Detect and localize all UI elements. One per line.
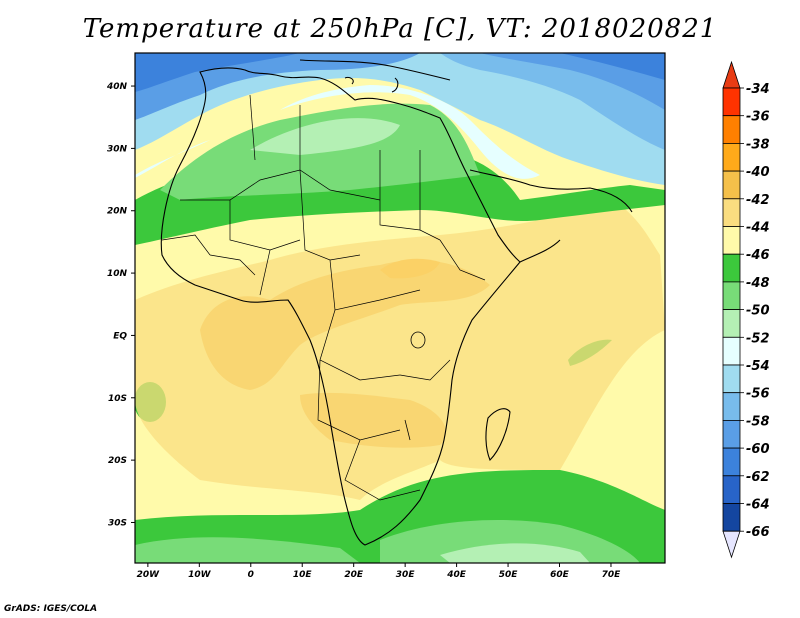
temperature-field: [135, 53, 665, 563]
colorbar-swatch: [722, 309, 741, 338]
colorbar-swatch: [722, 198, 741, 227]
colorbar-label: -58: [746, 414, 770, 429]
lat-tick-label: 10N: [107, 269, 128, 279]
lon-tick-label: 0: [248, 570, 254, 580]
colorbar-label: -36: [746, 110, 770, 125]
lat-tick-label: EQ: [113, 331, 127, 341]
colorbar-label: -50: [746, 304, 770, 319]
lon-tick-label: 20W: [137, 570, 161, 580]
colorbar-swatch: [722, 447, 741, 477]
lon-tick-label: 70E: [602, 570, 622, 580]
colorbar-swatch: [722, 253, 741, 283]
lat-tick-label: 10S: [108, 394, 127, 404]
colorbar-label: -40: [746, 165, 770, 180]
colorbar-swatch: [722, 475, 741, 504]
lon-tick-label: 10W: [188, 570, 212, 580]
colorbar-label: -64: [746, 498, 770, 513]
coastlines: [160, 59, 633, 546]
colorbar-label: -66: [746, 525, 770, 540]
colorbar-top-arrow: [722, 60, 741, 89]
latitude-axis: 40N 30N 20N 10N EQ 10S 20S 30S: [106, 82, 135, 528]
colorbar-swatch: [722, 392, 741, 421]
country-borders: [161, 94, 486, 501]
longitude-axis: 20W 10W 0 10E 20E 30E 40E 50E 60E 70E: [137, 563, 622, 580]
lon-tick-label: 10E: [293, 570, 313, 580]
colorbar-swatch: [722, 142, 741, 172]
cold-zone-north: [135, 53, 665, 185]
colorbar-label: -44: [746, 221, 770, 236]
lat-tick-label: 30N: [107, 144, 128, 154]
colorbar-swatch: [722, 115, 741, 144]
colorbar-swatch: [722, 87, 741, 117]
lat-tick-label: 30S: [108, 518, 127, 528]
colorbar-bottom-arrow: [722, 530, 741, 559]
colorbar-label: -60: [746, 442, 770, 457]
colorbar-swatch: [722, 336, 741, 366]
colorbar-label: -34: [746, 82, 770, 97]
colorbar-label: -56: [746, 387, 770, 402]
lat-tick-label: 20N: [107, 207, 128, 217]
colorbar-label: -62: [746, 470, 770, 485]
lon-tick-label: 30E: [396, 570, 416, 580]
colorbar-label: -52: [746, 331, 770, 346]
colorbar-label: -42: [746, 193, 770, 208]
colorbar-swatch: [722, 170, 741, 200]
map-frame: [134, 52, 666, 564]
lon-tick-label: 20E: [344, 570, 364, 580]
colorbar-swatch: [722, 364, 741, 394]
colorbar-swatch: [722, 226, 741, 255]
colorbar-label: -54: [746, 359, 770, 374]
lat-tick-label: 40N: [106, 82, 128, 92]
lat-tick-label: 20S: [108, 456, 127, 466]
colorbar-label: -38: [746, 137, 770, 152]
colorbar-swatch: [722, 419, 741, 449]
map-title: Temperature at 250hPa [C], VT: 201802082…: [82, 14, 718, 44]
lon-tick-label: 40E: [446, 570, 467, 580]
colorbar-swatch: [722, 503, 741, 532]
colorbar-legend: -34 -36 -38 -40 -42 -44 -46 -48 -50 -52 -54 -56 -58 -…: [722, 60, 770, 559]
lon-tick-label: 60E: [550, 570, 570, 580]
colorbar-swatch: [722, 281, 741, 310]
colorbar-label: -46: [746, 248, 770, 263]
colorbar-label: -48: [746, 276, 770, 291]
credit-text: GrADS: IGES/COLA: [4, 604, 98, 614]
lon-tick-label: 50E: [499, 570, 519, 580]
